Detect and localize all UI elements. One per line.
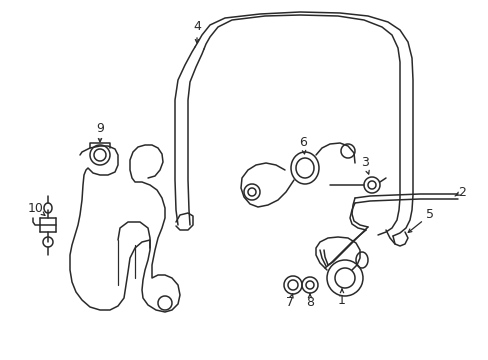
Text: 5: 5 <box>425 208 433 221</box>
Text: 4: 4 <box>193 21 201 33</box>
Text: 7: 7 <box>285 296 293 309</box>
Text: 2: 2 <box>457 185 465 198</box>
Text: 10: 10 <box>28 202 44 215</box>
Text: 6: 6 <box>299 135 306 148</box>
Text: 3: 3 <box>360 157 368 170</box>
Text: 9: 9 <box>96 122 104 135</box>
Text: 8: 8 <box>305 296 313 309</box>
Text: 1: 1 <box>337 293 345 306</box>
